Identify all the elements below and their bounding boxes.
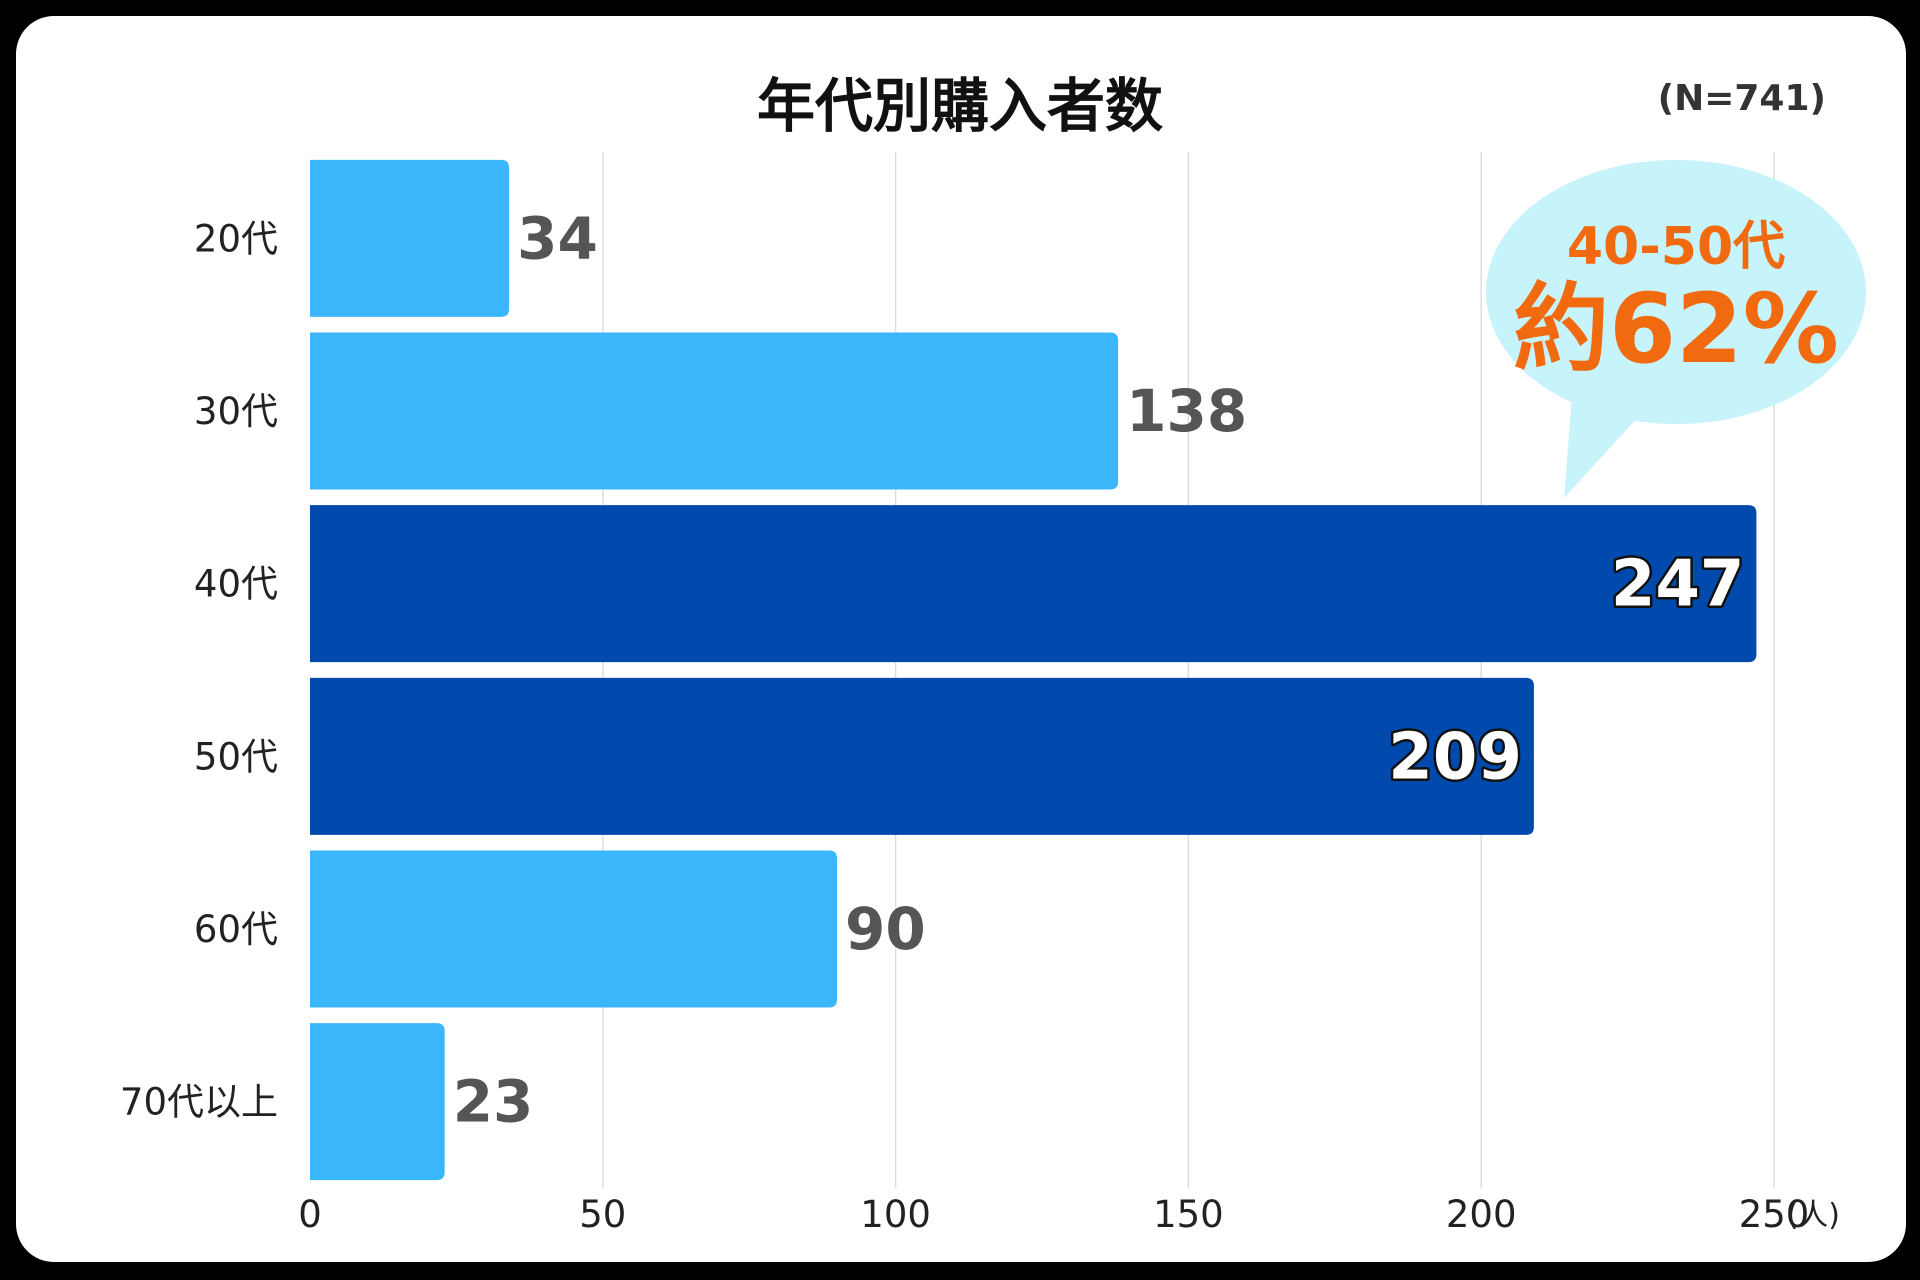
y-category-label-30代: 30代 [194, 390, 278, 433]
value-labels: 34 138 247 209 90 23 [453, 204, 1747, 1136]
x-tick-label-0: 0 [298, 1193, 322, 1236]
y-category-label-60代: 60代 [194, 908, 278, 951]
y-category-label-70代以上: 70代以上 [120, 1081, 278, 1124]
y-category-label-50代: 50代 [194, 735, 278, 778]
callout-bubble: 40-50代 約62% [1486, 160, 1866, 498]
value-label-20代: 34 [517, 204, 598, 272]
y-category-label-40代: 40代 [194, 563, 278, 606]
x-axis-unit: (人) [1787, 1198, 1840, 1233]
bar-40代 [310, 505, 1757, 663]
y-category-label-20代: 20代 [194, 217, 278, 260]
bar-30代 [310, 332, 1119, 490]
value-label-30代: 138 [1126, 377, 1247, 445]
value-label-40代: 247 [1611, 548, 1745, 622]
bars [310, 159, 1757, 1181]
x-tick-label-150: 150 [1153, 1193, 1224, 1236]
callout-tail [1564, 396, 1650, 498]
chart-card: 年代別購入者数 (N=741) 34 138 247 209 90 23 0 50 100 15… [16, 16, 1906, 1262]
callout-ellipse [1486, 160, 1866, 424]
sample-size-note: (N=741) [1658, 78, 1826, 119]
chart-title: 年代別購入者数 [757, 72, 1163, 140]
bar-20代 [310, 159, 510, 317]
x-tick-label-100: 100 [860, 1193, 931, 1236]
x-tick-label-200: 200 [1446, 1193, 1517, 1236]
callout-age-range: 40-50代 [1567, 217, 1785, 277]
value-label-60代: 90 [845, 895, 926, 963]
value-label-50代: 209 [1388, 720, 1522, 794]
axes: 0 50 100 150 200 250 20代 30代 40代 50代 60代 70代以上 [120, 217, 1809, 1236]
bar-60代 [310, 850, 838, 1008]
bar-50代 [310, 677, 1534, 835]
x-tick-label-250: 250 [1739, 1193, 1810, 1236]
callout-percentage: 約62% [1513, 273, 1839, 385]
bar-chart: 年代別購入者数 (N=741) 34 138 247 209 90 23 0 50 100 15… [120, 72, 1866, 1236]
bar-70代以上 [310, 1023, 445, 1181]
x-tick-label-50: 50 [579, 1193, 626, 1236]
value-label-70代以上: 23 [453, 1068, 534, 1136]
